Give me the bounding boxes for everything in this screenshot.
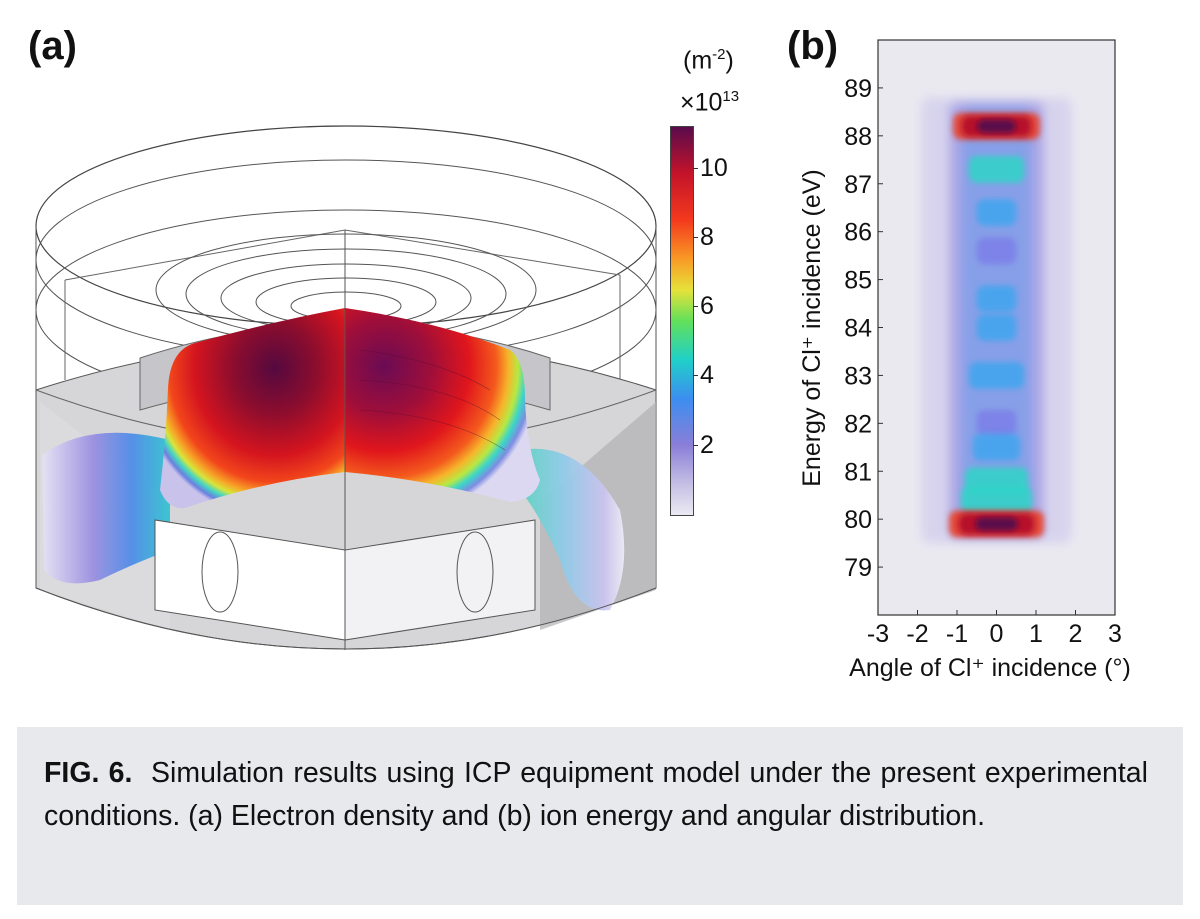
y-tick-label: 79 [844, 554, 872, 582]
heatmap-band [976, 409, 1017, 437]
x-tick-label: 1 [1029, 620, 1043, 648]
y-tick-label: 82 [844, 410, 872, 438]
figure-caption: FIG. 6. Simulation results using ICP equ… [17, 727, 1183, 905]
colorbar-tick [693, 306, 698, 308]
y-tick-label: 89 [844, 75, 872, 103]
x-tick-label: 0 [990, 620, 1004, 648]
heatmap-band-peak [975, 517, 1018, 531]
x-axis-label: Angle of Cl⁺ incidence (°) [849, 654, 1131, 682]
colorbar-tick [693, 444, 698, 446]
x-tick-label: -2 [906, 620, 928, 648]
panel-a-label: (a) [28, 24, 77, 68]
heatmap-band [960, 486, 1033, 514]
colorbar-tick [693, 375, 698, 377]
colorbar-tick [693, 236, 698, 238]
colorbar-tick [693, 167, 698, 169]
panel-b-label: (b) [787, 24, 839, 68]
heatmap-band [968, 362, 1025, 389]
y-tick-label: 88 [844, 123, 872, 151]
y-axis-label: Energy of Cl⁺ incidence (eV) [798, 169, 826, 487]
x-tick-label: 2 [1069, 620, 1083, 648]
colorbar-tick-label: 10 [700, 153, 728, 182]
y-tick-label: 84 [844, 315, 872, 343]
heatmap-band [968, 155, 1025, 183]
colorbar: (m-2) ×1013 2 4 6 8 10 [640, 40, 780, 530]
colorbar-unit: (m-2) [683, 46, 734, 75]
heatmap-band [976, 237, 1017, 265]
y-tick-label: 86 [844, 219, 872, 247]
reactor-density-figure [35, 125, 657, 650]
heatmap-cells [921, 97, 1072, 544]
colorbar-tick-label: 8 [700, 222, 714, 251]
y-tick-label: 87 [844, 171, 872, 199]
heatmap-band-peak [976, 119, 1017, 133]
colorbar-tick-label: 2 [700, 430, 714, 459]
x-tick-label: 3 [1108, 620, 1122, 648]
y-tick-label: 81 [844, 458, 872, 486]
colorbar-tick-label: 4 [700, 361, 714, 390]
caption-text: Simulation results using ICP equipment m… [44, 757, 1148, 832]
x-tick-label: -1 [946, 620, 968, 648]
heatmap-band [976, 285, 1017, 313]
colorbar-multiplier: ×1013 [680, 88, 740, 117]
ion-energy-angle-heatmap: -3 -2 -1 0 1 2 3 79 80 81 82 83 84 85 86 87 88 89 Angle … [798, 39, 1131, 682]
caption-figure-number: FIG. 6. [44, 757, 133, 789]
heatmap-band [972, 433, 1021, 461]
y-axis-ticks: 79 80 81 82 83 84 85 86 87 88 89 [844, 75, 883, 582]
x-axis-ticks: -3 -2 -1 0 1 2 3 [867, 610, 1122, 648]
y-tick-label: 83 [844, 362, 872, 390]
y-tick-label: 85 [844, 267, 872, 295]
colorbar-tick-label: 6 [700, 292, 714, 321]
colorbar-gradient [670, 126, 694, 516]
y-tick-label: 80 [844, 506, 872, 534]
heatmap-band [976, 199, 1017, 226]
x-tick-label: -3 [867, 620, 889, 648]
heatmap-band [976, 314, 1017, 341]
